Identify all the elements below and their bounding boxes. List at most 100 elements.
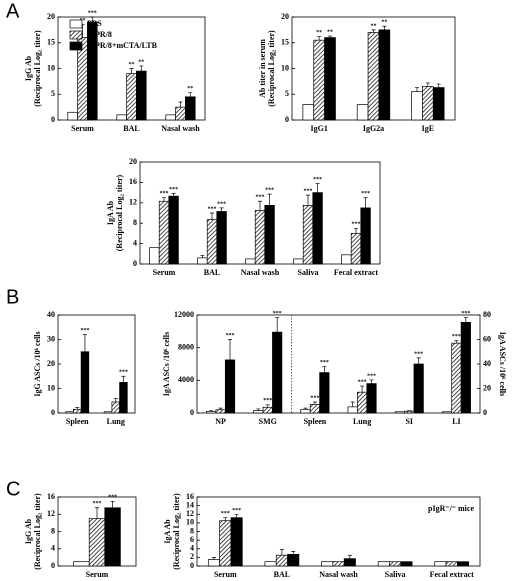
x-tick-label: SMG [259,417,277,426]
error-bar [265,404,270,408]
y-tick-label: 4 [133,238,137,247]
y-tick-label: 0 [51,561,55,570]
bar [309,404,320,414]
x-tick-label: Nasal wash [319,570,358,579]
x-tick-label: Lung [107,417,125,426]
bar [175,106,186,121]
x-tick-label: BAL [123,124,139,133]
significance-label: *** [313,177,322,183]
bar [400,561,413,567]
error-bar [162,197,166,202]
y2-tick-label: 20 [483,383,491,392]
y-tick-label: 12000 [174,310,194,319]
significance-label: *** [208,206,217,212]
legend-label: A/PR/8+mCTA/LTB [87,41,158,50]
y-tick-label: 6 [190,535,194,544]
y2-tick-label: 80 [483,310,491,319]
x-tick-label: BAL [204,268,220,277]
y-axis-label: IgA Ab [163,519,172,544]
y-tick-label: 10 [47,63,55,72]
bar [300,408,311,414]
y-axis-label: (Reciprocal Log₂ titer) [33,493,42,570]
error-bar [315,183,320,193]
significance-label: *** [352,222,361,228]
y-axis-label: IgG ASCs /10⁶ cells [33,331,42,396]
error-bar [234,514,239,518]
error-bar [258,200,262,211]
error-bar [306,194,310,206]
error-bar [363,197,368,208]
x-tick-label: Serum [153,268,176,277]
x-tick-label: Fecal extract [430,570,475,579]
bar [136,70,147,121]
bar [254,210,266,265]
error-bar [360,385,365,393]
y-tick-label: 15 [281,38,289,47]
significance-label: *** [320,360,329,366]
error-bar [382,25,387,30]
significance-label: *** [273,311,282,317]
bar [367,32,380,121]
error-bar [312,401,317,405]
significance-label: *** [414,351,423,357]
y-tick-label: 12 [186,509,194,518]
bar [206,411,217,414]
significance-label: *** [221,511,230,517]
error-bar [291,550,296,555]
bar [378,29,391,121]
error-bar [454,340,459,344]
bar [411,91,423,121]
y-tick-label: 0 [190,408,194,417]
y2-tick-label: 40 [483,359,491,368]
bar [389,561,402,567]
error-bar [129,68,134,74]
bar [360,207,371,265]
bar [293,258,304,265]
bar [119,382,128,414]
x-tick-label: NP [215,417,226,426]
error-bar [110,500,115,508]
bar [73,561,90,567]
y2-axis-label: IgA ASCs /10⁶ cells [498,332,507,396]
bar [441,411,453,414]
x-tick-label: Spleen [66,417,89,426]
y-axis-label: Ab titer in serum [258,39,267,98]
significance-label: *** [88,10,97,16]
y-tick-label: 10 [47,383,55,392]
error-bar [347,554,352,559]
bar [158,200,170,265]
y-tick-label: 15 [47,38,55,47]
error-bar [113,397,118,402]
y-axis-label: IgG Ab [24,55,33,81]
error-bar [425,82,430,87]
error-bar [279,549,284,556]
bar [185,96,196,121]
bar [302,104,315,121]
significance-label: ** [371,23,377,29]
bar [319,372,330,414]
y-axis-label: IgG Ab [24,518,33,544]
error-bar [267,193,272,206]
error-bar [218,407,223,410]
significance-label: *** [119,370,128,376]
bar [287,554,300,567]
bar [104,507,121,567]
bar [457,561,470,567]
y-tick-label: 4000 [178,375,194,384]
error-bar [95,507,99,519]
bar [302,205,314,265]
bar [422,86,434,121]
y-tick-label: 8 [133,218,137,227]
bar [324,37,336,121]
error-bar [223,517,228,521]
x-tick-label: Nasal wash [161,124,200,133]
bar [168,195,179,265]
significance-label: *** [256,195,265,201]
bar [111,401,120,414]
bar [65,411,74,414]
error-bar [82,334,87,352]
plot-frame [196,314,481,414]
significance-label: *** [461,311,470,317]
annotation: pIgR⁻/⁻ mice [428,504,474,513]
